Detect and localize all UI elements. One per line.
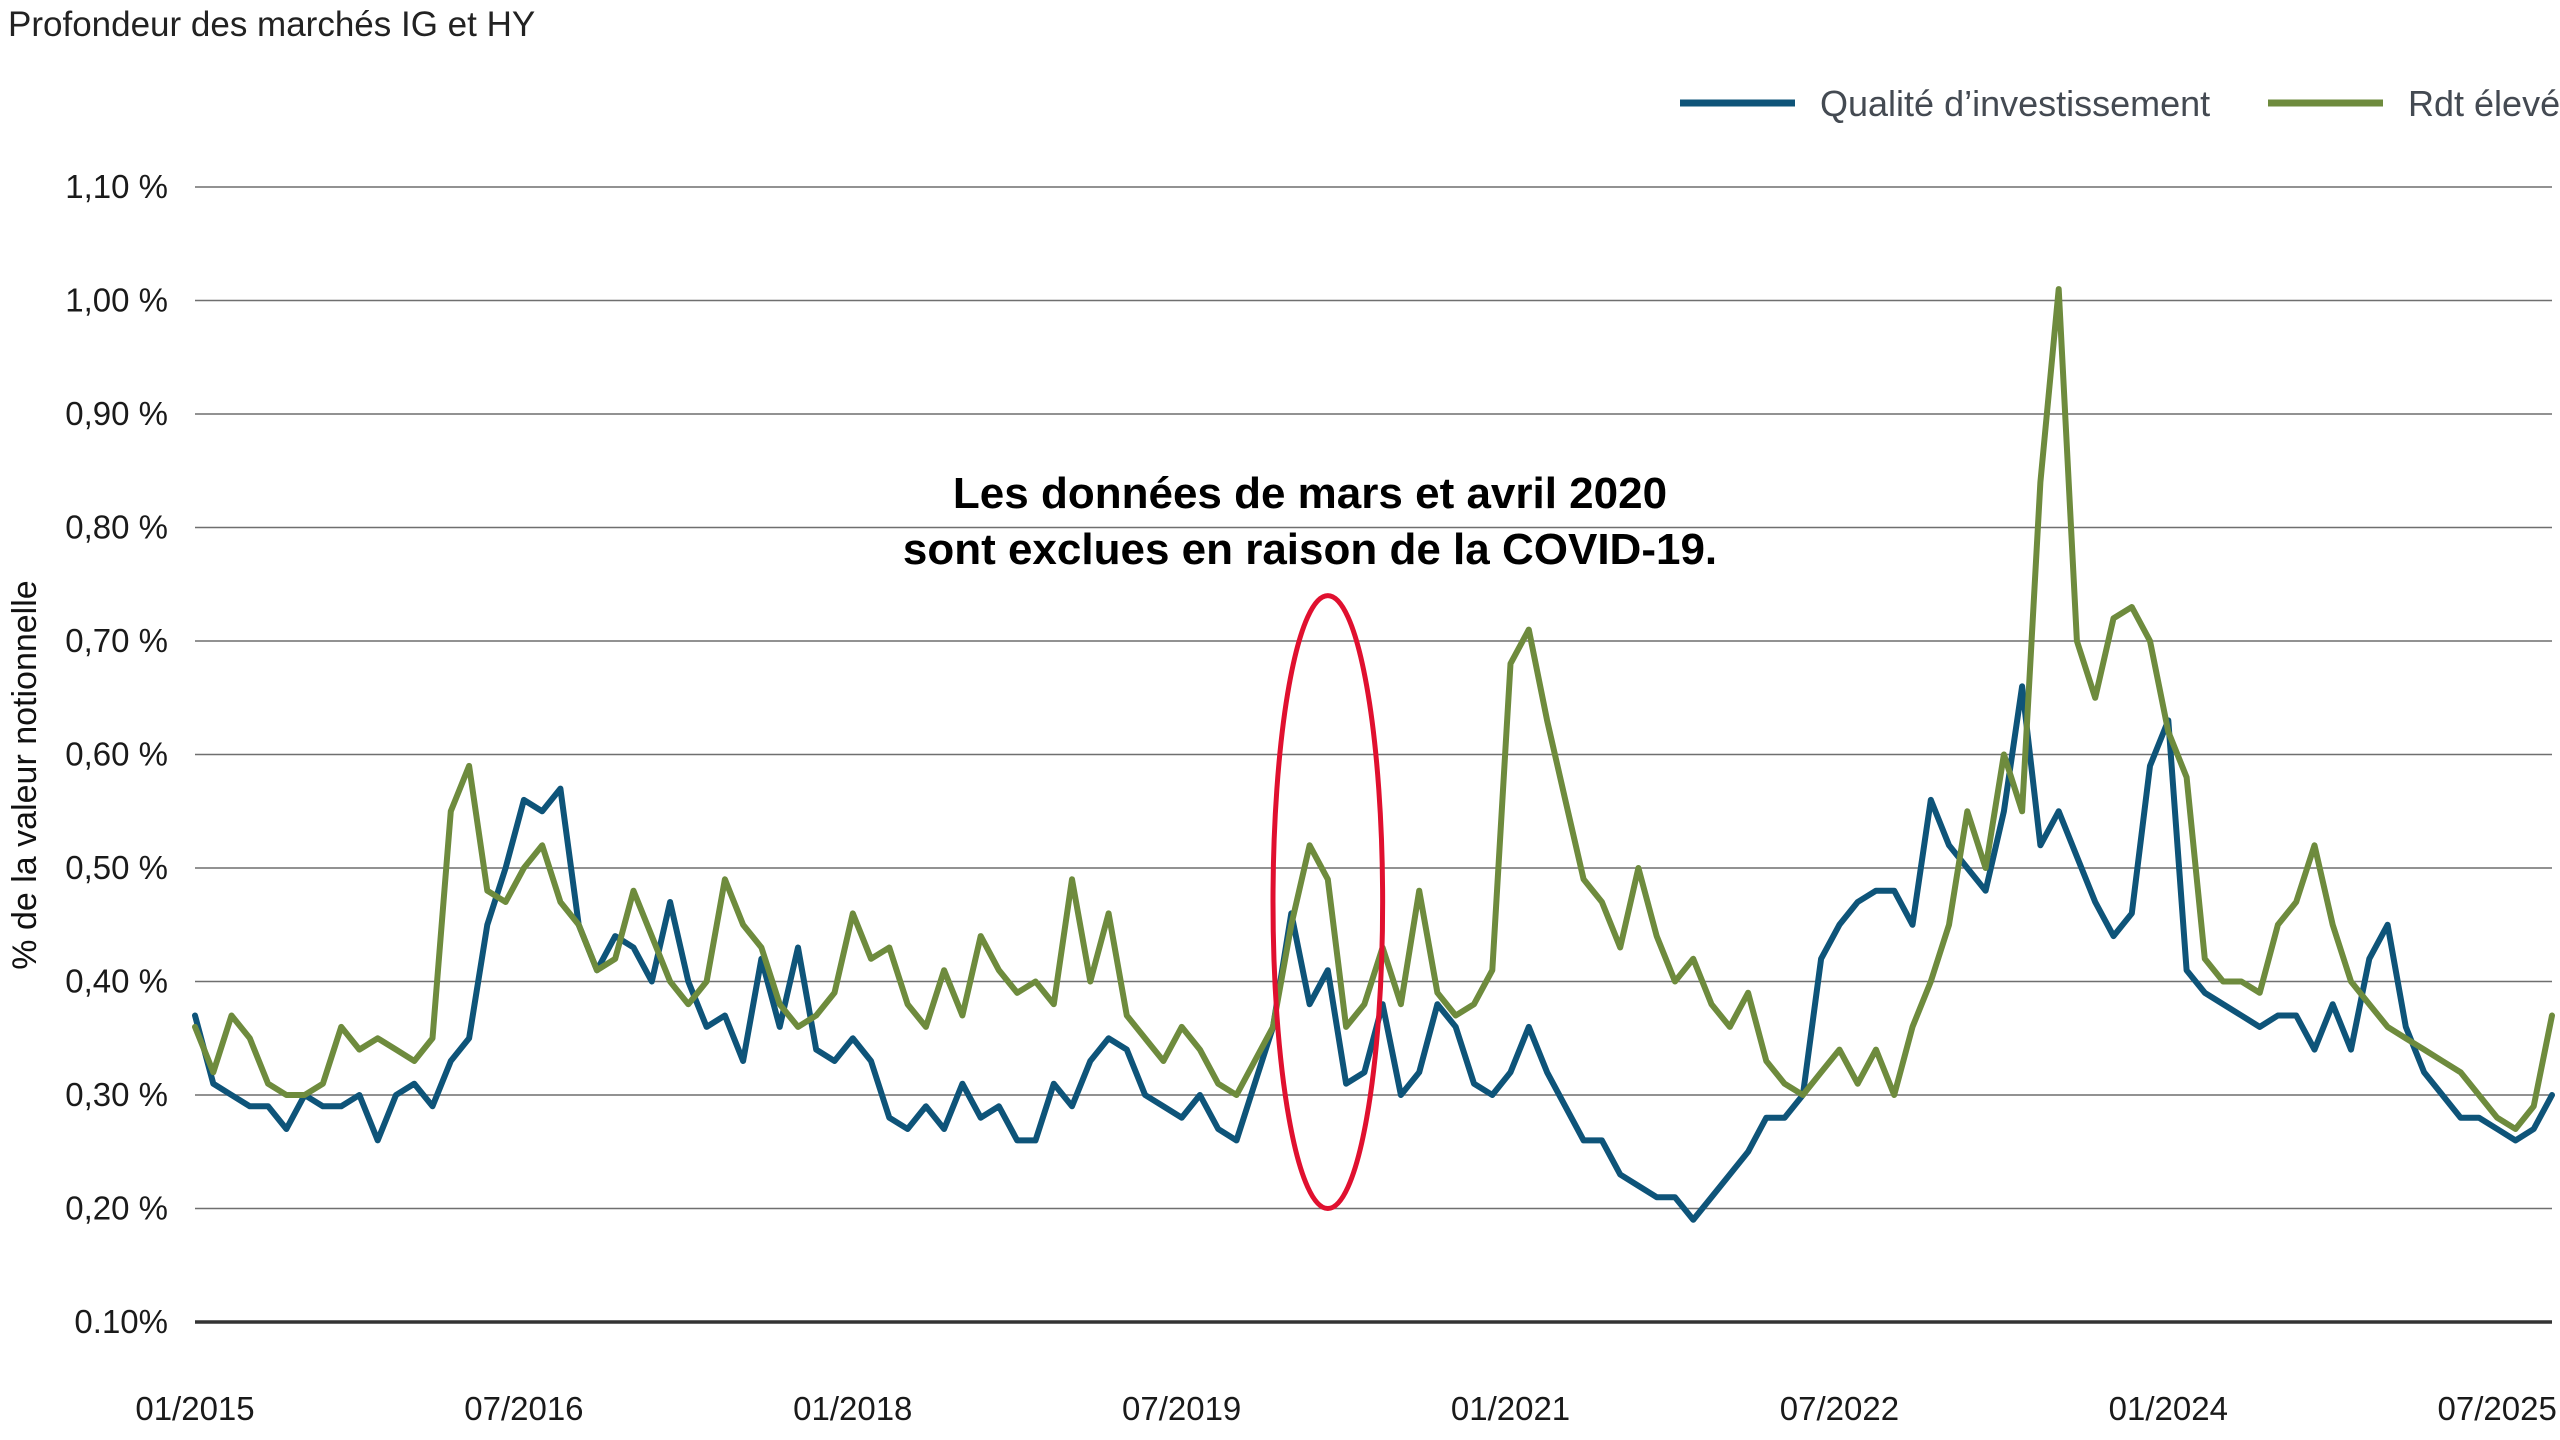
chart-title: Profondeur des marchés IG et HY	[8, 5, 535, 44]
legend-label-1: Rdt élevé	[2408, 83, 2560, 124]
y-tick-label: 0,80 %	[65, 509, 168, 546]
series-lines	[192, 286, 2555, 1223]
gridlines	[195, 186, 2552, 1324]
y-tick-label: 0,90 %	[65, 395, 168, 432]
covid-highlight-ellipse	[1270, 593, 1386, 1211]
y-axis-ticks: 1,10 % 1,00 % 0,90 % 0,80 % 0,70 % 0,60 % 0,50…	[65, 168, 168, 1340]
x-tick-label: 07/2025	[2438, 1390, 2557, 1427]
y-tick-label: 0.10%	[74, 1303, 168, 1340]
x-tick-label: 07/2016	[464, 1390, 583, 1427]
y-tick-label: 1,10 %	[65, 168, 168, 205]
x-tick-label: 07/2019	[1122, 1390, 1241, 1427]
y-tick-label: 0,70 %	[65, 622, 168, 659]
y-tick-label: 0,40 %	[65, 963, 168, 1000]
x-axis-ticks: 01/2015 07/2016 01/2018 07/2019 01/2021 07/20…	[135, 1390, 2556, 1427]
y-tick-label: 0,50 %	[65, 849, 168, 886]
y-tick-label: 0,30 %	[65, 1076, 168, 1113]
annotation-text-line-0: Les données de mars et avril 2020	[953, 469, 1667, 518]
x-tick-label: 01/2018	[793, 1390, 912, 1427]
series-line-0	[192, 683, 2555, 1223]
y-tick-label: 0,20 %	[65, 1190, 168, 1227]
legend-label-0: Qualité d’investissement	[1820, 83, 2210, 124]
y-tick-label: 1,00 %	[65, 282, 168, 319]
legend: Qualité d’investissement Rdt élevé	[1680, 83, 2560, 124]
x-tick-label: 01/2015	[135, 1390, 254, 1427]
x-tick-label: 01/2024	[2109, 1390, 2228, 1427]
series-line-1	[192, 286, 2555, 1132]
y-axis-label: % de la valeur notionnelle	[6, 580, 44, 969]
annotation-text-line-1: sont exclues en raison de la COVID-19.	[903, 525, 1717, 574]
covid-annotation: Les données de mars et avril 2020 sont ex…	[903, 469, 1717, 1211]
x-tick-label: 07/2022	[1780, 1390, 1899, 1427]
y-tick-label: 0,60 %	[65, 736, 168, 773]
x-tick-label: 01/2021	[1451, 1390, 1570, 1427]
